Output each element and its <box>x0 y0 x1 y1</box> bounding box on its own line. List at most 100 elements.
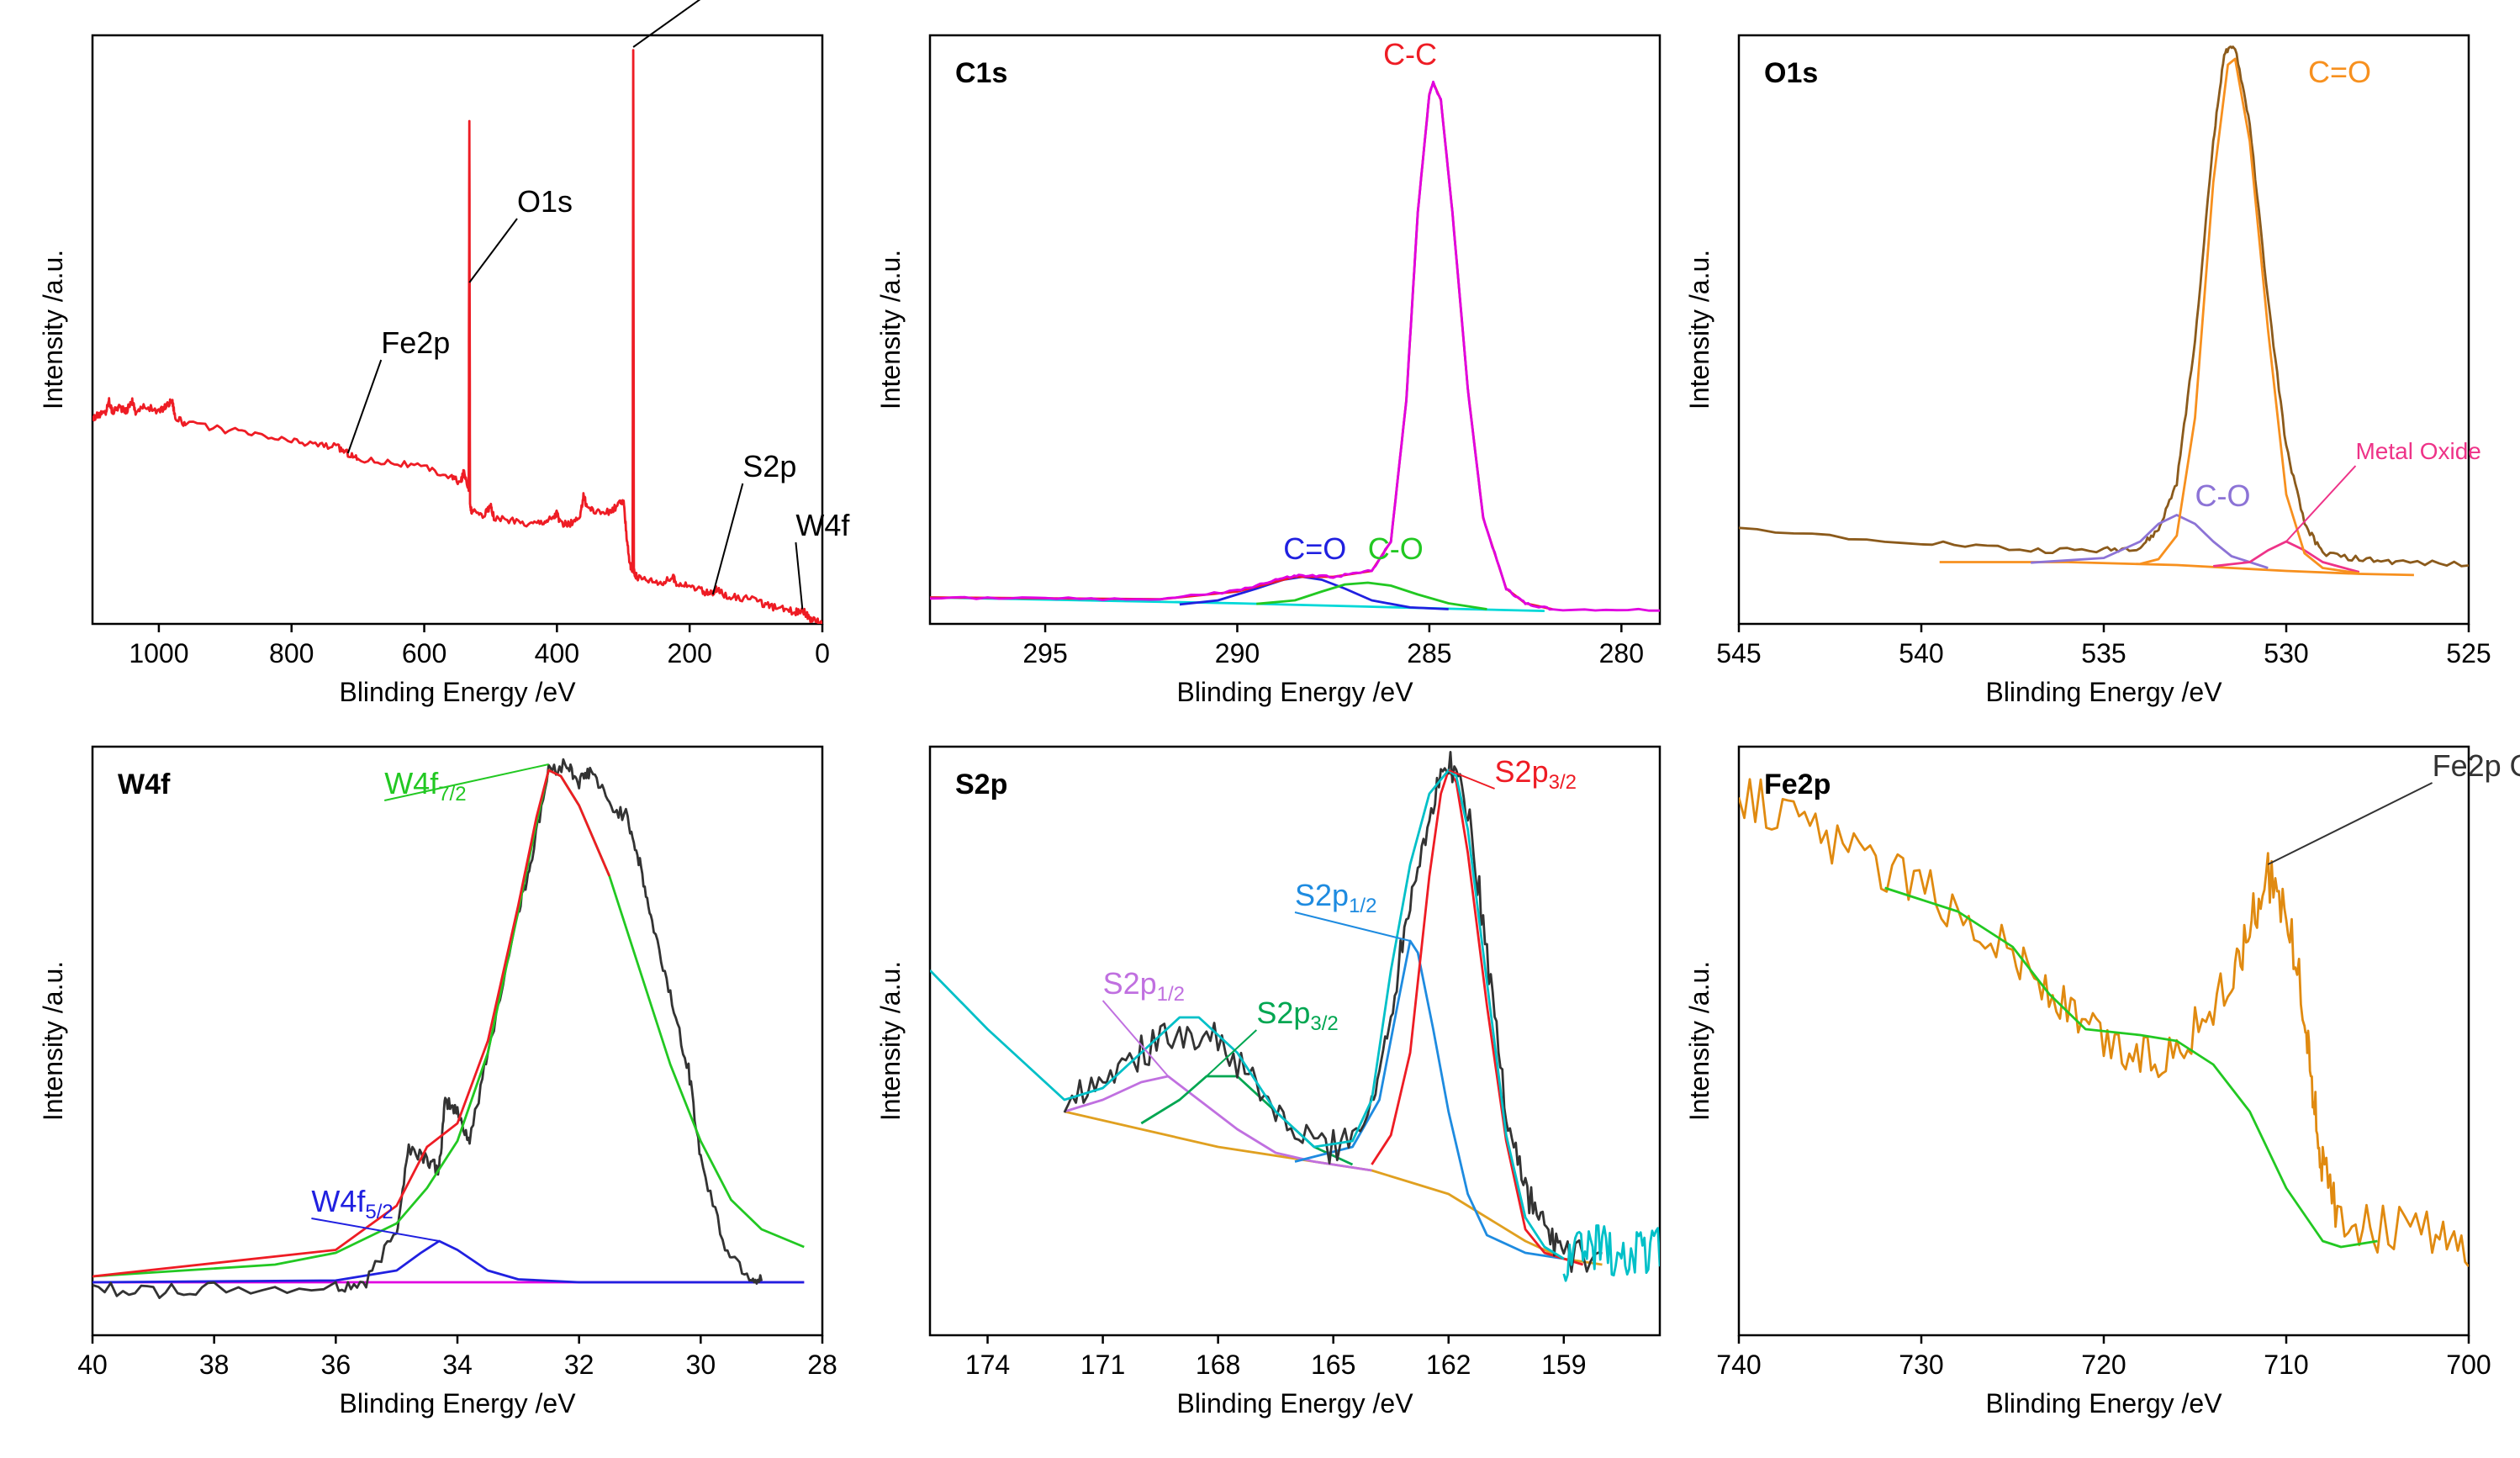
panel-title-o1s: O1s <box>1764 57 1818 89</box>
series-c1s-3 <box>930 81 1553 610</box>
series-survey-0 <box>92 49 822 624</box>
annotation-s2p-3: S2p3/2 <box>1256 996 1338 1035</box>
annotation-s2p-2: S2p1/2 <box>1103 966 1185 1006</box>
plot-frame-survey <box>91 34 824 626</box>
x-tick-label-c1s: 280 <box>1599 638 1644 668</box>
x-tick-label-s2p: 168 <box>1196 1350 1240 1380</box>
annotation-leader-survey-4 <box>795 541 804 610</box>
annotation-fe2p-0: Fe2p Oxide <box>2433 748 2520 783</box>
annotation-c1s-1: C=O <box>1283 531 1346 566</box>
panel-title-c1s: C1s <box>955 57 1007 89</box>
series-c1s-1 <box>1179 575 1449 610</box>
x-tick-label-w4f: 38 <box>199 1350 230 1380</box>
series-s2p-5 <box>1063 751 1603 1273</box>
annotation-leader-w4f-0 <box>383 763 549 801</box>
x-tick-label-fe2p: 700 <box>2446 1350 2491 1380</box>
x-tick-label-o1s: 535 <box>2081 638 2126 668</box>
x-axis-label-w4f: Blinding Energy /eV <box>339 1388 576 1418</box>
plot-frame-fe2p <box>1737 745 2470 1337</box>
panel-title-fe2p: Fe2p <box>1764 769 1831 800</box>
x-tick-label-survey: 200 <box>667 638 711 668</box>
x-tick-label-o1s: 530 <box>2264 638 2308 668</box>
panel-c1s: 295 290 285 280 Blinding Energy /eV Intensity… <box>875 34 1662 707</box>
x-tick-label-survey: 1000 <box>129 638 188 668</box>
y-axis-label-o1s: Intensity /a.u. <box>1684 250 1714 409</box>
annotation-leader-o1s-2 <box>2285 465 2357 542</box>
annotation-survey-1: O1s <box>517 184 573 219</box>
series-w4f-3 <box>92 769 805 1278</box>
panel-fe2p: 740 730 720 710 700 Blinding Energy /eV Intens… <box>1684 745 2520 1418</box>
x-tick-label-o1s: 545 <box>1716 638 1761 668</box>
annotation-leader-survey-2 <box>346 359 383 454</box>
annotation-leader-survey-3 <box>711 483 744 595</box>
x-tick-label-survey: 0 <box>815 638 830 668</box>
plot-frame-c1s <box>928 34 1662 626</box>
series-o1s-4 <box>2140 57 2360 575</box>
annotation-s2p-0: S2p3/2 <box>1495 754 1577 794</box>
series-s2p-0 <box>1064 1110 1603 1266</box>
x-tick-label-survey: 800 <box>269 638 314 668</box>
annotation-w4f-1: W4f5/2 <box>311 1184 393 1223</box>
series-s2p-3 <box>1294 939 1565 1260</box>
x-axis-label-fe2p: Blinding Energy /eV <box>1985 1388 2222 1418</box>
series-w4f-4 <box>92 769 611 1278</box>
x-tick-label-w4f: 36 <box>321 1350 351 1380</box>
annotation-leader-survey-0 <box>632 0 701 48</box>
annotation-o1s-1: C-O <box>2195 478 2251 513</box>
x-tick-label-c1s: 290 <box>1215 638 1260 668</box>
x-tick-label-survey: 400 <box>535 638 579 668</box>
x-tick-label-w4f: 40 <box>77 1350 108 1380</box>
series-fe2p-1 <box>1884 886 2378 1249</box>
x-tick-label-w4f: 30 <box>686 1350 716 1380</box>
series-s2p-4 <box>1371 769 1584 1266</box>
x-tick-label-fe2p: 730 <box>1899 1350 1943 1380</box>
series-fe2p-0 <box>1739 778 2469 1268</box>
panel-w4f: 40 38 36 34 32 30 28 Blinding Energy /eV Intensi… <box>38 745 837 1418</box>
x-axis-label-survey: Blinding Energy /eV <box>339 677 576 707</box>
annotation-s2p-1: S2p1/2 <box>1295 878 1376 917</box>
plot-frame-s2p <box>928 745 1662 1337</box>
x-tick-label-s2p: 171 <box>1080 1350 1125 1380</box>
panel-o1s: 545 540 535 530 525 Blinding Energy /eV Intens… <box>1684 34 2491 707</box>
x-tick-label-o1s: 525 <box>2446 638 2491 668</box>
annotation-leader-s2p-1 <box>1294 911 1411 942</box>
annotation-o1s-2: Metal Oxide <box>2355 438 2480 464</box>
series-s2p-7 <box>1562 1224 1660 1282</box>
x-tick-label-o1s: 540 <box>1899 638 1943 668</box>
y-axis-label-s2p: Intensity /a.u. <box>875 961 906 1121</box>
x-tick-label-w4f: 28 <box>807 1350 837 1380</box>
annotation-leader-s2p-3 <box>1206 1029 1257 1077</box>
x-tick-label-survey: 600 <box>402 638 446 668</box>
annotation-leader-survey-1 <box>468 218 518 283</box>
x-tick-label-w4f: 34 <box>442 1350 473 1380</box>
x-tick-label-s2p: 165 <box>1311 1350 1355 1380</box>
series-s2p-1 <box>1064 1075 1372 1172</box>
x-tick-label-c1s: 285 <box>1407 638 1451 668</box>
x-tick-label-fe2p: 710 <box>2264 1350 2308 1380</box>
series-c1s-2 <box>1256 581 1487 610</box>
series-w4f-1 <box>92 1239 805 1284</box>
annotation-survey-4: W4f <box>795 508 850 542</box>
y-axis-label-c1s: Intensity /a.u. <box>875 250 906 409</box>
x-tick-label-w4f: 32 <box>564 1350 594 1380</box>
y-axis-label-survey: Intensity /a.u. <box>38 250 68 409</box>
x-axis-label-c1s: Blinding Energy /eV <box>1176 677 1413 707</box>
annotation-leader-fe2p-0 <box>2267 782 2433 865</box>
x-tick-label-s2p: 174 <box>965 1350 1010 1380</box>
annotation-survey-3: S2p <box>742 449 796 483</box>
series-o1s-0 <box>1739 45 2469 568</box>
x-tick-label-s2p: 159 <box>1541 1350 1586 1380</box>
annotation-c1s-2: C-O <box>1368 531 1424 566</box>
series-w4f-2 <box>92 758 763 1299</box>
x-axis-label-o1s: Blinding Energy /eV <box>1985 677 2222 707</box>
series-c1s-4 <box>930 80 1660 612</box>
x-tick-label-fe2p: 720 <box>2081 1350 2126 1380</box>
y-axis-label-fe2p: Intensity /a.u. <box>1684 961 1714 1121</box>
y-axis-label-w4f: Intensity /a.u. <box>38 961 68 1121</box>
panel-title-w4f: W4f <box>118 769 171 800</box>
annotation-w4f-0: W4f7/2 <box>384 766 466 806</box>
annotation-leader-s2p-2 <box>1102 1000 1169 1077</box>
series-s2p-6 <box>930 769 1565 1260</box>
panel-title-s2p: S2p <box>955 769 1007 800</box>
plot-frame-o1s <box>1737 34 2470 626</box>
